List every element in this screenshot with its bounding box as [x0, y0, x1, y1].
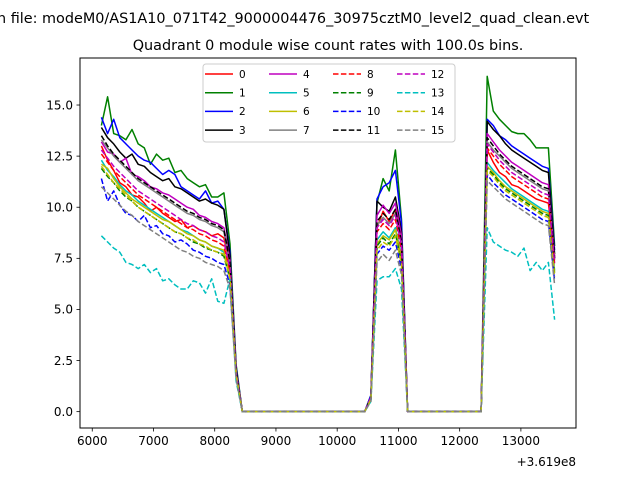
x-tick-label: 9000 — [261, 434, 292, 448]
legend-label-8: 8 — [367, 69, 374, 81]
y-tick-label: 15.0 — [46, 98, 73, 112]
legend-label-13: 13 — [431, 88, 444, 100]
legend-label-7: 7 — [303, 125, 310, 137]
x-tick-label: 8000 — [199, 434, 230, 448]
x-tick-label: 7000 — [138, 434, 169, 448]
legend-label-11: 11 — [367, 125, 380, 137]
x-tick-label: 10000 — [318, 434, 356, 448]
x-offset-label: +3.619e8 — [517, 455, 576, 469]
legend-label-3: 3 — [239, 125, 246, 137]
legend-label-5: 5 — [303, 88, 310, 100]
legend-label-0: 0 — [239, 69, 246, 81]
x-tick-label: 13000 — [502, 434, 540, 448]
y-tick-label: 2.5 — [54, 354, 73, 368]
legend-label-15: 15 — [431, 125, 444, 137]
series-line-15 — [100, 179, 556, 413]
y-tick-label: 5.0 — [54, 303, 73, 317]
series-lines — [100, 75, 556, 413]
legend-label-9: 9 — [367, 88, 374, 100]
legend-label-10: 10 — [367, 106, 380, 118]
legend-label-6: 6 — [303, 106, 310, 118]
y-tick-label: 0.0 — [54, 405, 73, 419]
y-tick-label: 7.5 — [54, 252, 73, 266]
axes-frame — [79, 57, 577, 429]
figure-title: n file: modeM0/AS1A10_071T42_9000004476_… — [0, 11, 590, 27]
legend-label-12: 12 — [431, 69, 444, 81]
x-tick-label: 11000 — [379, 434, 417, 448]
legend-label-4: 4 — [303, 69, 310, 81]
x-tick-label: 12000 — [441, 434, 479, 448]
legend-label-2: 2 — [239, 106, 246, 118]
chart-title: Quadrant 0 module wise count rates with … — [133, 38, 524, 54]
legend-frame — [202, 63, 456, 143]
y-tick-label: 10.0 — [46, 201, 73, 215]
x-axis: 6000 7000 8000 9000 10000 11000 12000 13000 — [77, 428, 540, 448]
y-tick-label: 12.5 — [46, 149, 73, 163]
legend-label-14: 14 — [431, 106, 445, 118]
series-line-14 — [100, 165, 556, 413]
y-axis: 0.0 2.5 5.0 7.5 10.0 12.5 15.0 — [46, 98, 80, 419]
x-tick-label: 6000 — [77, 434, 108, 448]
legend-label-1: 1 — [239, 88, 246, 100]
